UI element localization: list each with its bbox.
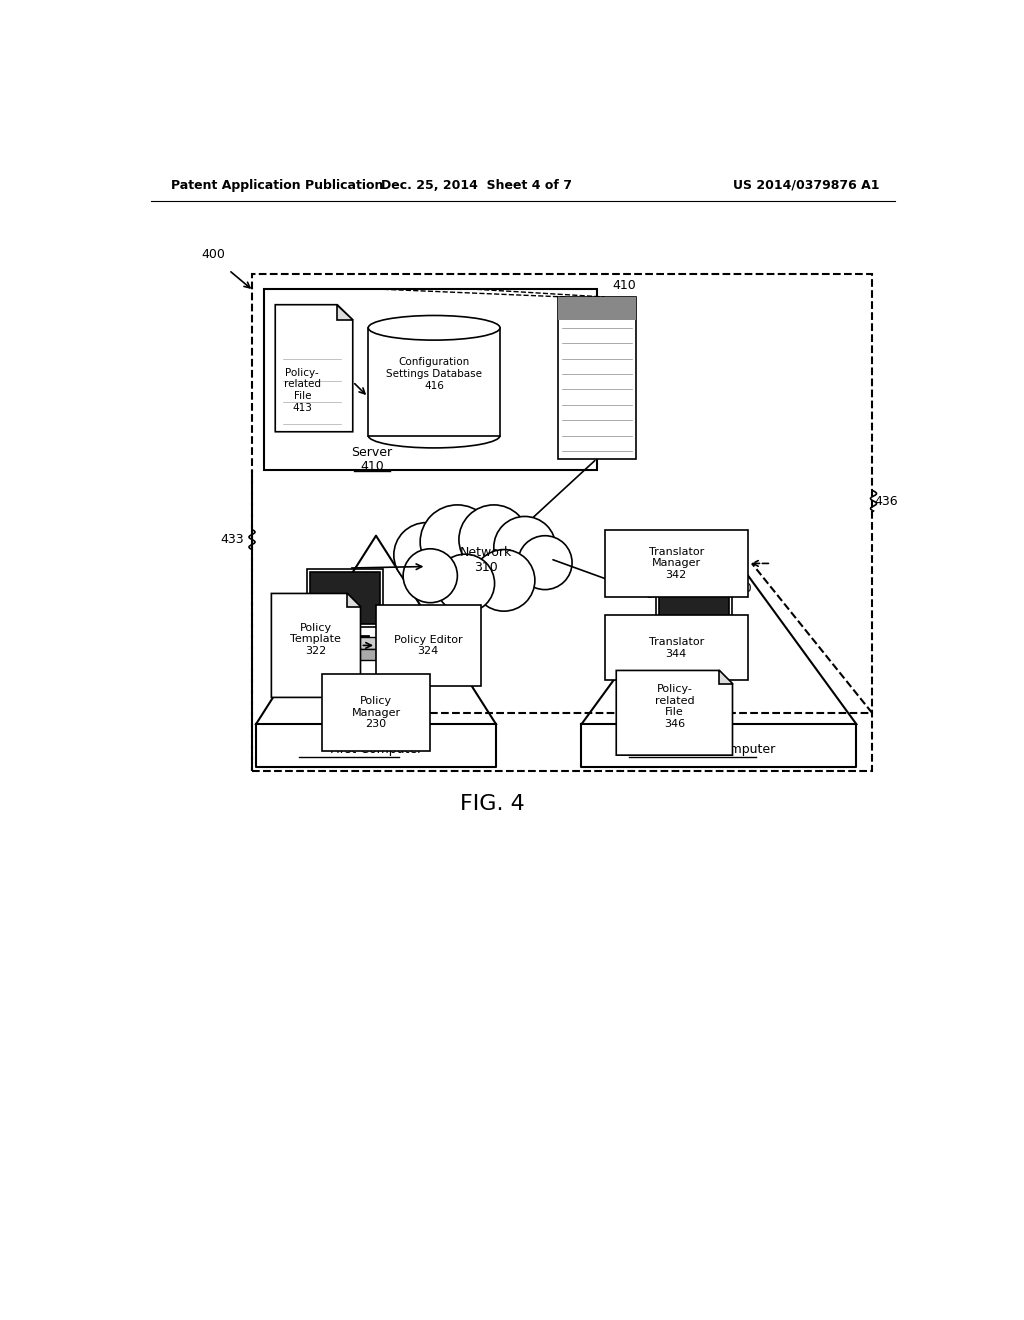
Text: 320: 320 <box>317 582 341 594</box>
Text: Policy
Manager
230: Policy Manager 230 <box>351 696 400 730</box>
Ellipse shape <box>369 315 500 341</box>
Text: 410: 410 <box>612 279 636 292</box>
Bar <box>263 289 597 470</box>
Bar <box>604 529 748 598</box>
Bar <box>252 275 872 771</box>
Text: Server: Server <box>351 446 392 459</box>
Polygon shape <box>337 305 352 321</box>
Bar <box>658 572 729 624</box>
Text: 400: 400 <box>202 248 225 261</box>
Text: 410: 410 <box>360 459 384 473</box>
Bar <box>369 327 500 436</box>
Circle shape <box>473 549 535 611</box>
Text: 340: 340 <box>728 582 752 594</box>
Polygon shape <box>346 594 360 607</box>
Text: 436: 436 <box>874 495 898 508</box>
Bar <box>558 297 636 459</box>
Bar <box>651 638 736 649</box>
Text: Second Computer: Second Computer <box>663 743 775 756</box>
Bar <box>296 649 394 660</box>
Text: 433: 433 <box>221 533 245 546</box>
Circle shape <box>394 523 459 587</box>
Polygon shape <box>719 671 732 684</box>
Text: Dec. 25, 2014  Sheet 4 of 7: Dec. 25, 2014 Sheet 4 of 7 <box>381 178 572 191</box>
Bar <box>322 675 430 751</box>
Text: First Computer: First Computer <box>330 743 422 756</box>
Bar <box>307 569 383 627</box>
Text: Policy-
related
File
413: Policy- related File 413 <box>284 368 321 413</box>
Text: Translator
344: Translator 344 <box>648 638 703 659</box>
Text: US 2014/0379876 A1: US 2014/0379876 A1 <box>733 178 880 191</box>
Polygon shape <box>275 305 352 432</box>
Bar <box>302 638 388 649</box>
Circle shape <box>459 506 528 574</box>
Circle shape <box>518 536 572 590</box>
Circle shape <box>403 549 458 603</box>
Text: Policy Editor
324: Policy Editor 324 <box>394 635 463 656</box>
Circle shape <box>494 516 556 578</box>
Bar <box>558 297 636 321</box>
Text: Patent Application Publication: Patent Application Publication <box>171 178 383 191</box>
Text: Network
310: Network 310 <box>460 546 512 574</box>
Text: Policy
Template
322: Policy Template 322 <box>291 623 341 656</box>
Polygon shape <box>271 594 360 697</box>
Circle shape <box>420 506 495 579</box>
Text: Configuration
Settings Database
416: Configuration Settings Database 416 <box>386 358 482 391</box>
Bar <box>310 572 380 624</box>
Bar <box>376 605 480 686</box>
Text: Translator
Manager
342: Translator Manager 342 <box>648 546 703 579</box>
Bar <box>645 649 742 660</box>
Circle shape <box>435 554 495 612</box>
Polygon shape <box>616 671 732 755</box>
Bar <box>604 615 748 681</box>
Text: Policy-
related
File
346: Policy- related File 346 <box>654 684 694 729</box>
Text: FIG. 4: FIG. 4 <box>460 793 524 813</box>
Bar <box>655 569 732 627</box>
